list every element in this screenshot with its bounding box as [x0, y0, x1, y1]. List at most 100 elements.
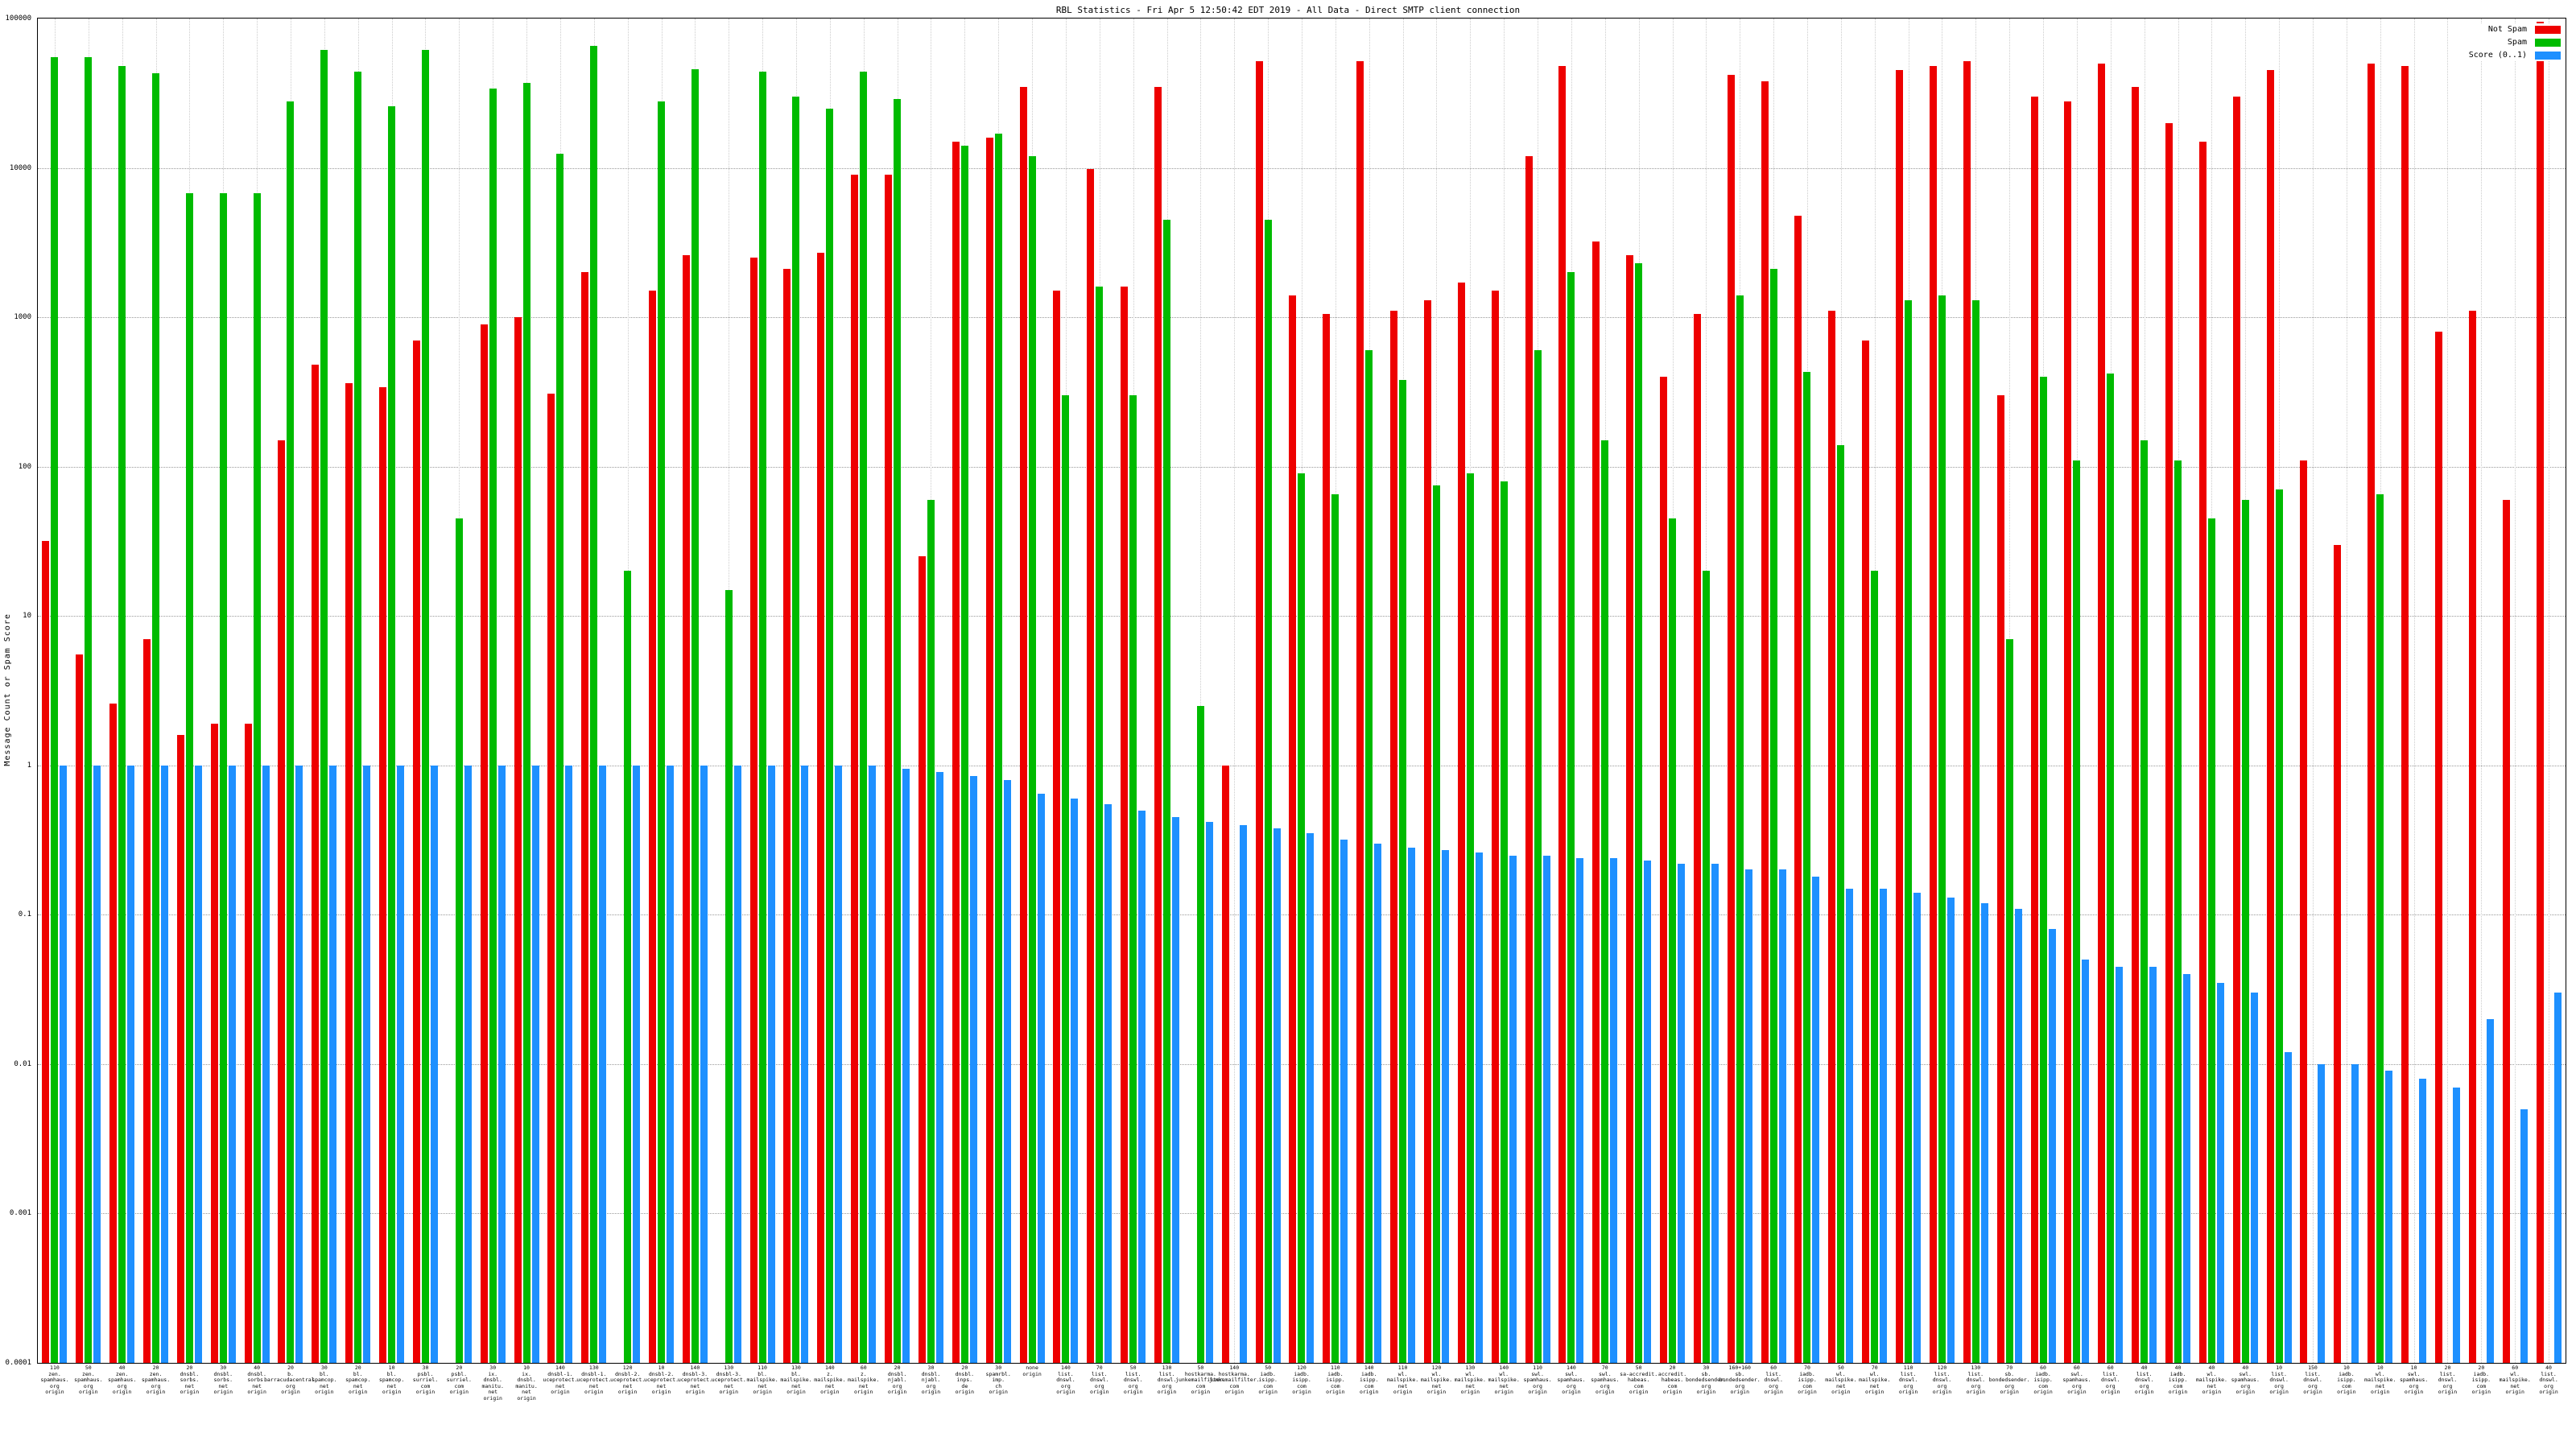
- bar-spam: [2005, 638, 2013, 1363]
- bar-not-spam: [952, 141, 960, 1363]
- bar-not-spam: [1896, 70, 1904, 1363]
- bar-score: [1408, 848, 1416, 1363]
- bar-spam: [1298, 473, 1306, 1363]
- bar-score: [1946, 898, 1955, 1363]
- x-tick-label: 140 iadb. isipp. com origin: [1359, 1364, 1379, 1395]
- bar-spam: [1196, 705, 1204, 1363]
- bar-score: [1273, 828, 1281, 1363]
- x-tick-label: 140 swl. spamhaus. org origin: [1557, 1364, 1586, 1395]
- bar-group: 30 spamrbl. imp. ch origin: [981, 19, 1015, 1395]
- legend-item-spam: Spam: [2508, 38, 2561, 47]
- bar-group: 20 dnsbl. inps. de origin: [947, 19, 981, 1395]
- bar-score: [1003, 779, 1011, 1363]
- bar-group: 110 iadb. isipp. com origin: [1319, 19, 1352, 1395]
- bar-spam: [691, 68, 699, 1363]
- bar-not-spam: [1525, 155, 1533, 1363]
- bar-not-spam: [1121, 287, 1129, 1363]
- x-tick-label: 40 wl. mailspike. net origin: [2195, 1364, 2227, 1395]
- bar-score: [2250, 993, 2258, 1363]
- bar-score: [1104, 803, 1113, 1363]
- bar-not-spam: [278, 440, 286, 1363]
- bar-not-spam: [109, 703, 118, 1363]
- x-tick-label: 20 dnsbl. njabl. org origin: [887, 1364, 907, 1395]
- bar-not-spam: [817, 253, 825, 1363]
- bar-score: [228, 765, 236, 1363]
- bar-spam: [2376, 494, 2384, 1363]
- bar-group: 10 ix. dnsbl. manitu. net origin: [510, 19, 543, 1401]
- bar-score: [1913, 893, 1922, 1363]
- x-tick-label: 160+160 sb. bondedsender. org origin: [1719, 1364, 1761, 1395]
- x-tick-label: 140 list. dnswl. org origin: [1056, 1364, 1075, 1395]
- bar-spam: [388, 105, 396, 1363]
- bar-group: 20 zen. spamhaus. org origin: [139, 19, 173, 1395]
- bar-score: [935, 772, 943, 1363]
- x-tick-label: 120 dnsbl-2. uceprotect. net origin: [610, 1364, 646, 1395]
- bar-spam: [1769, 269, 1777, 1363]
- bar-group: 10 dnsbl-2. uceprotect. net origin: [644, 19, 679, 1395]
- bar-spam: [152, 73, 160, 1363]
- bar-group: 160+160 sb. bondedsender. org origin: [1719, 19, 1761, 1395]
- legend: Not Spam Spam Score (0..1): [2467, 23, 2562, 61]
- bar-not-spam: [2434, 332, 2442, 1363]
- bar-group: 60 list. dnswl. org origin: [2094, 19, 2128, 1395]
- bar-score: [1542, 855, 1550, 1363]
- x-tick-label: 10 dnsbl-2. uceprotect. net origin: [644, 1364, 679, 1395]
- x-tick-label: 120 iadb. isipp. com origin: [1292, 1364, 1311, 1395]
- x-tick-label: 130 bl. mailspike. net origin: [780, 1364, 812, 1395]
- bar-not-spam: [1862, 340, 1870, 1363]
- x-tick-label: 110 wl. mailspike. net origin: [1387, 1364, 1419, 1395]
- bar-score: [1678, 863, 1686, 1363]
- x-tick-label: 10 ix. dnsbl. manitu. net origin: [515, 1364, 538, 1402]
- bar-not-spam: [1390, 311, 1398, 1363]
- bar-group: 40 wl. mailspike. net origin: [2194, 19, 2228, 1395]
- bar-spam: [287, 101, 295, 1363]
- y-tick-label: 1000: [14, 313, 31, 322]
- bar-spam: [2174, 460, 2182, 1363]
- legend-label-score: Score (0..1): [2468, 51, 2527, 60]
- bar-spam: [1129, 395, 1137, 1363]
- bar-group: 130 wl. mailspike. net origin: [1453, 19, 1487, 1395]
- bar-score: [2520, 1108, 2528, 1363]
- y-tick-label: 1: [27, 761, 31, 770]
- bar-group: 70 wl. mailspike. net origin: [1858, 19, 1892, 1395]
- bar-spam: [2275, 489, 2283, 1363]
- x-tick-label: 40 iadb. isipp. com origin: [2168, 1364, 2188, 1395]
- bar-not-spam: [783, 269, 791, 1363]
- bar-group: 140 swl. spamhaus. org origin: [1554, 19, 1588, 1395]
- bar-score: [1441, 850, 1449, 1363]
- bar-spam: [1567, 272, 1575, 1363]
- x-tick-label: 140 hostkarma. junkemailfilter. com orig…: [1208, 1364, 1260, 1395]
- bar-group: 130 bl. mailspike. net origin: [779, 19, 813, 1395]
- bar-not-spam: [244, 724, 252, 1363]
- x-tick-label: 140 wl. mailspike. net origin: [1488, 1364, 1520, 1395]
- x-tick-label: 20 psbl. surriel. com origin: [446, 1364, 472, 1395]
- bar-spam: [826, 108, 834, 1363]
- bar-score: [60, 765, 68, 1363]
- bar-spam: [894, 98, 902, 1363]
- bar-score: [2351, 1063, 2359, 1363]
- bar-score: [2149, 966, 2157, 1363]
- bar-score: [767, 765, 775, 1363]
- bar-score: [1880, 888, 1888, 1363]
- bar-not-spam: [1255, 60, 1263, 1363]
- x-tick-label: 60 z. mailspike. net origin: [848, 1364, 880, 1395]
- bar-score: [2082, 960, 2090, 1363]
- bar-group: 120 list. dnswl. org origin: [1926, 19, 1959, 1395]
- legend-item-not-spam: Not Spam: [2488, 25, 2561, 34]
- bar-score: [2419, 1078, 2427, 1363]
- bar-not-spam: [210, 724, 218, 1363]
- bar-score: [1644, 861, 1652, 1363]
- bar-group: 130 list. dnswl. org origin: [1959, 19, 1992, 1395]
- bar-not-spam: [2368, 63, 2376, 1363]
- x-tick-label: 60 list. dnswl. org origin: [1764, 1364, 1783, 1395]
- bar-spam: [658, 101, 666, 1363]
- x-tick-label: 20 iadb. isipp. com origin: [2471, 1364, 2491, 1395]
- bar-group: 30 ix. dnsbl. manitu. net origin: [476, 19, 510, 1401]
- bar-not-spam: [2502, 499, 2510, 1363]
- x-tick-label: 20 zen. spamhaus. org origin: [141, 1364, 171, 1395]
- bar-group: 20 bl. spamcop. net origin: [341, 19, 375, 1395]
- plot-area: Not Spam Spam Score (0..1) 100000 10000 10…: [5, 14, 2566, 1401]
- bar-spam: [927, 499, 935, 1363]
- bar-score: [2014, 908, 2022, 1363]
- x-tick-label: 30 bl. spamcop. net origin: [312, 1364, 337, 1395]
